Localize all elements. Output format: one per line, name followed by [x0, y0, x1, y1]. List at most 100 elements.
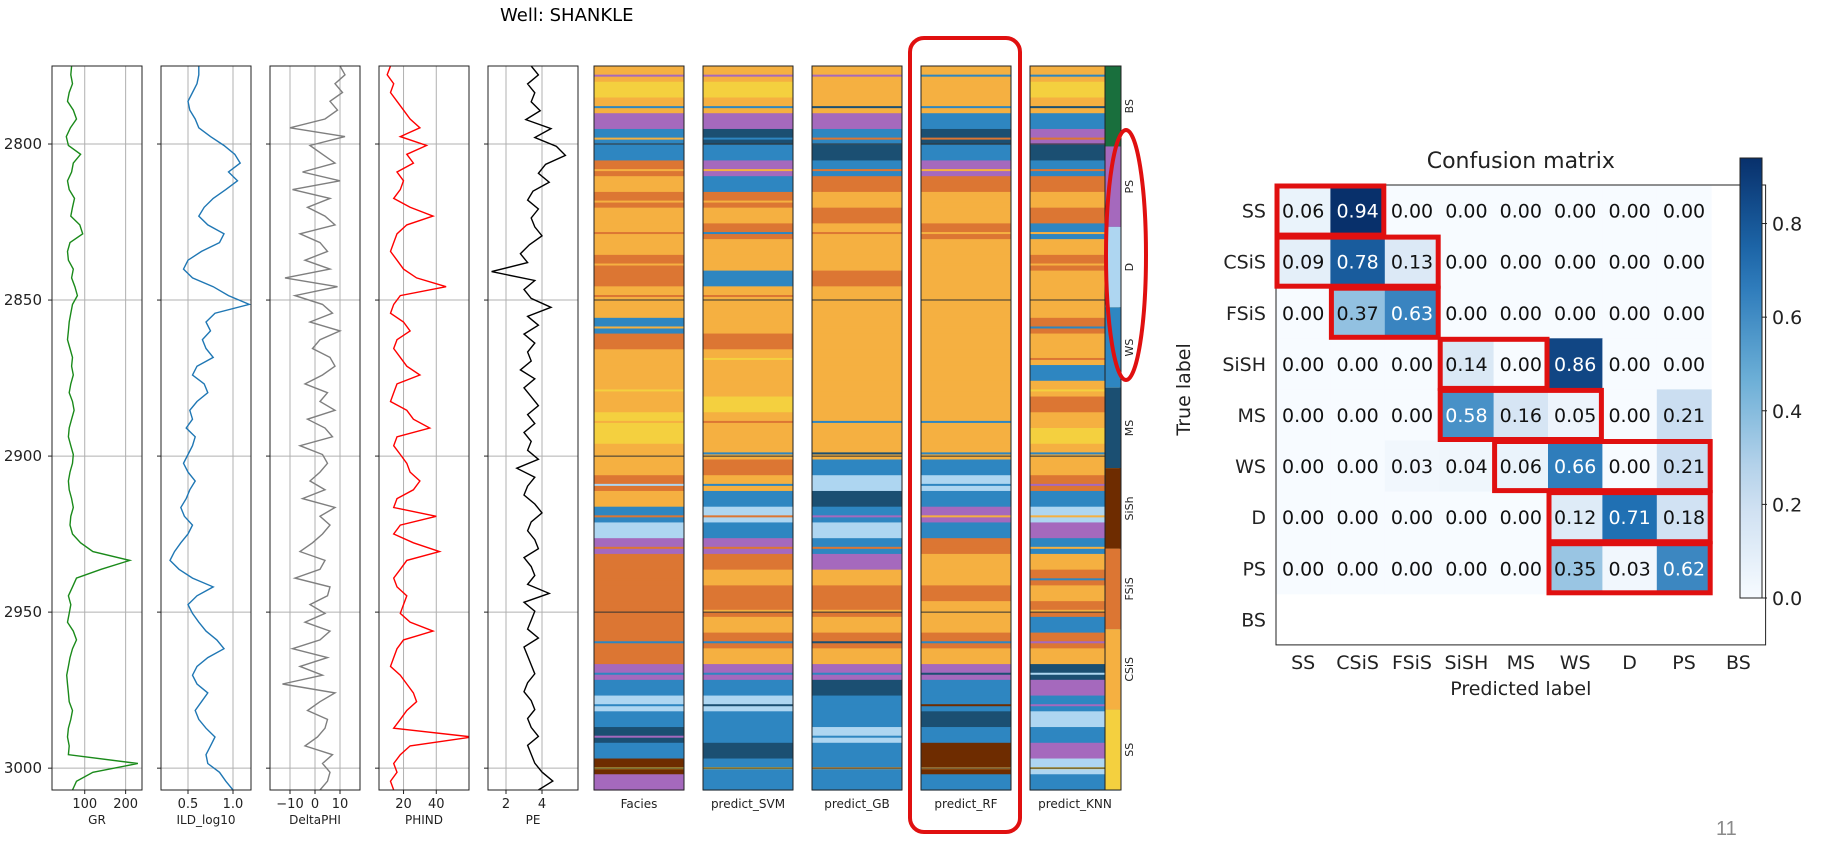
- legend-swatch-ss: [1105, 709, 1121, 790]
- cm-cell-value: 0.00: [1445, 252, 1487, 274]
- log-track-gr: 100 200 GR: [48, 65, 143, 827]
- value-tick-label: 100: [72, 797, 97, 812]
- legend-label: D: [1123, 263, 1136, 271]
- cm-cell: [1384, 185, 1440, 237]
- facies-band: [921, 270, 1011, 287]
- facies-band: [921, 601, 1011, 618]
- facies-band: [594, 412, 684, 429]
- facies-band: [1030, 396, 1120, 413]
- facies-stripe: [703, 420, 793, 423]
- facies-band: [703, 66, 793, 83]
- cm-cell-value: 0.00: [1391, 201, 1433, 223]
- cm-cell-value: 0.66: [1554, 456, 1596, 478]
- cm-cell: [1330, 287, 1386, 339]
- cm-cell-value: 0.00: [1500, 303, 1542, 325]
- facies-stripe: [594, 420, 684, 423]
- facies-band: [812, 758, 902, 775]
- track-frame: [160, 65, 252, 791]
- facies-band: [1030, 585, 1120, 602]
- facies-stripe: [921, 609, 1011, 612]
- facies-band: [1030, 679, 1120, 697]
- cm-cell: [1493, 338, 1549, 390]
- facies-stripe: [921, 735, 1011, 738]
- track-frame: [378, 65, 470, 791]
- facies-band: [812, 317, 902, 335]
- facies-band: [594, 113, 684, 130]
- facies-band: [812, 538, 902, 555]
- facies-band: [921, 459, 1011, 476]
- log-curve: [491, 66, 567, 790]
- cm-cell-value: 0.00: [1282, 354, 1324, 376]
- facies-band: [1030, 380, 1120, 398]
- facies-band: [812, 648, 902, 665]
- legend-swatch-sish: [1105, 468, 1121, 549]
- cm-y-tick-label: CSiS: [1223, 252, 1266, 274]
- facies-band: [812, 144, 902, 162]
- facies-column-predict-svm: predict_SVM: [702, 65, 794, 811]
- facies-stripe: [703, 609, 793, 612]
- facies-stripe: [594, 641, 684, 644]
- cm-cell: [1548, 440, 1603, 493]
- facies-band: [921, 97, 1011, 114]
- facies-stripe: [703, 169, 793, 172]
- value-tick-label: 10: [332, 797, 349, 812]
- column-label: predict_KNN: [1038, 797, 1112, 811]
- facies-band: [703, 616, 793, 634]
- facies-band: [703, 695, 793, 712]
- cm-cell-value: 0.62: [1663, 558, 1705, 580]
- facies-band: [812, 302, 902, 319]
- facies-band: [812, 333, 902, 350]
- cm-cell-value: 0.00: [1336, 405, 1378, 427]
- facies-band: [594, 585, 684, 602]
- facies-band: [703, 601, 793, 618]
- cm-x-tick-label: FSiS: [1392, 652, 1432, 674]
- legend-frame: [1104, 65, 1122, 791]
- facies-stripe: [921, 420, 1011, 423]
- facies-stripe: [921, 169, 1011, 172]
- legend-label: MS: [1123, 420, 1136, 436]
- facies-band: [812, 443, 902, 461]
- facies-band: [921, 191, 1011, 209]
- facies-band: [703, 459, 793, 476]
- cm-cell: [1384, 542, 1440, 595]
- cm-cell: [1602, 440, 1658, 493]
- facies-band: [1030, 113, 1120, 130]
- facies-stripe: [1030, 389, 1120, 392]
- facies-band: [703, 475, 793, 492]
- cm-cell-value: 0.58: [1445, 405, 1487, 427]
- facies-band: [812, 553, 902, 571]
- facies-band: [703, 317, 793, 335]
- facies-band: [703, 727, 793, 744]
- facies-band: [594, 695, 684, 712]
- facies-band: [703, 176, 793, 193]
- facies-band: [812, 774, 902, 791]
- facies-stripe: [594, 735, 684, 738]
- facies-stripe: [921, 106, 1011, 109]
- facies-band: [921, 365, 1011, 382]
- facies-band: [703, 365, 793, 382]
- facies-band: [812, 664, 902, 681]
- cm-cell: [1656, 236, 1712, 288]
- facies-stripe: [921, 578, 1011, 581]
- facies-band: [1030, 223, 1120, 240]
- cm-cell: [1493, 185, 1549, 237]
- facies-band: [921, 774, 1011, 791]
- cm-cell-value: 0.94: [1336, 201, 1378, 223]
- cm-cell-value: 0.00: [1282, 405, 1324, 427]
- facies-band: [812, 270, 902, 287]
- facies-band: [594, 160, 684, 177]
- facies-band: [812, 490, 902, 508]
- column-frame: [593, 65, 685, 791]
- facies-band: [812, 711, 902, 728]
- facies-stripe: [1030, 74, 1120, 77]
- facies-band: [1030, 506, 1120, 524]
- log-track-pe: 2 4PE: [484, 65, 579, 827]
- track-xlabel: GR: [88, 813, 106, 827]
- facies-band: [1030, 553, 1120, 571]
- cm-cell: [1602, 185, 1658, 237]
- colorbar-tick-label: 0.8: [1772, 214, 1802, 236]
- facies-stripe: [703, 672, 793, 675]
- cm-title: Confusion matrix: [1427, 149, 1615, 174]
